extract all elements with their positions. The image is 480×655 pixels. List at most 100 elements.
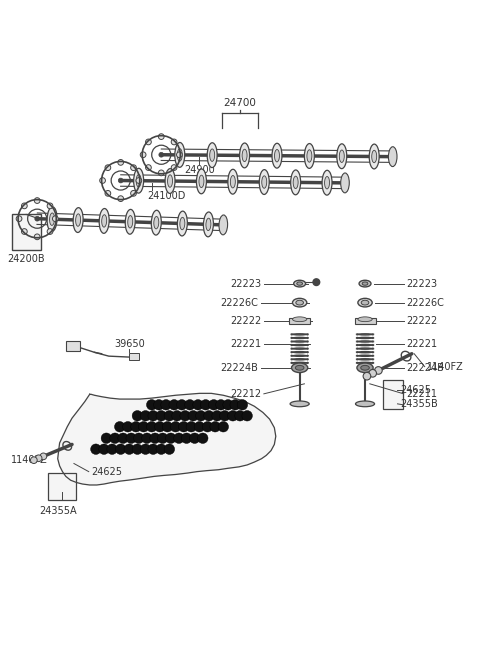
- Circle shape: [146, 400, 157, 410]
- Circle shape: [118, 160, 123, 165]
- Ellipse shape: [165, 168, 175, 193]
- Circle shape: [154, 400, 164, 410]
- Circle shape: [133, 433, 144, 443]
- Text: 24900: 24900: [184, 165, 215, 176]
- Ellipse shape: [304, 143, 314, 168]
- Circle shape: [131, 165, 136, 170]
- Ellipse shape: [178, 211, 187, 236]
- Circle shape: [230, 400, 240, 410]
- Ellipse shape: [177, 149, 182, 161]
- Circle shape: [35, 455, 42, 462]
- Circle shape: [212, 411, 222, 421]
- Ellipse shape: [196, 169, 206, 194]
- Ellipse shape: [99, 208, 109, 233]
- Circle shape: [132, 411, 143, 421]
- Circle shape: [34, 198, 40, 204]
- Circle shape: [188, 411, 199, 421]
- Ellipse shape: [292, 298, 307, 307]
- Ellipse shape: [291, 363, 308, 373]
- Ellipse shape: [240, 143, 250, 168]
- Ellipse shape: [128, 215, 133, 228]
- Ellipse shape: [362, 282, 368, 286]
- Text: 22223: 22223: [230, 278, 262, 289]
- Circle shape: [177, 400, 187, 410]
- Circle shape: [202, 422, 213, 432]
- Text: 22226C: 22226C: [406, 297, 444, 308]
- Ellipse shape: [207, 143, 217, 168]
- Circle shape: [145, 139, 151, 145]
- Circle shape: [170, 422, 181, 432]
- Ellipse shape: [154, 216, 159, 229]
- Ellipse shape: [297, 282, 302, 286]
- Circle shape: [107, 444, 117, 455]
- Circle shape: [158, 134, 164, 140]
- Ellipse shape: [133, 168, 144, 193]
- Circle shape: [31, 457, 37, 464]
- Circle shape: [180, 411, 191, 421]
- Circle shape: [138, 422, 149, 432]
- Circle shape: [181, 433, 192, 443]
- Circle shape: [100, 178, 106, 183]
- Ellipse shape: [358, 298, 372, 307]
- Circle shape: [142, 433, 152, 443]
- Circle shape: [185, 400, 195, 410]
- Ellipse shape: [341, 173, 349, 193]
- Circle shape: [148, 411, 158, 421]
- Ellipse shape: [291, 170, 300, 195]
- Circle shape: [237, 400, 248, 410]
- Ellipse shape: [359, 280, 371, 287]
- Circle shape: [150, 433, 160, 443]
- Circle shape: [22, 229, 27, 234]
- Circle shape: [105, 191, 111, 196]
- Text: 22212: 22212: [230, 389, 262, 399]
- Text: 24100D: 24100D: [147, 191, 185, 201]
- Circle shape: [198, 433, 208, 443]
- Ellipse shape: [358, 317, 372, 322]
- Circle shape: [194, 422, 204, 432]
- Circle shape: [47, 203, 53, 209]
- Circle shape: [99, 444, 109, 455]
- Circle shape: [369, 369, 376, 377]
- Text: 22223: 22223: [406, 278, 437, 289]
- Circle shape: [157, 433, 168, 443]
- Text: 22211: 22211: [406, 389, 437, 399]
- Circle shape: [131, 422, 141, 432]
- Circle shape: [52, 216, 58, 221]
- Text: 22226C: 22226C: [220, 297, 258, 308]
- Circle shape: [122, 422, 133, 432]
- Ellipse shape: [290, 401, 309, 407]
- Bar: [289, 318, 310, 324]
- Circle shape: [115, 422, 125, 432]
- Ellipse shape: [125, 210, 135, 234]
- Circle shape: [190, 433, 200, 443]
- Ellipse shape: [272, 143, 282, 168]
- Circle shape: [22, 203, 27, 209]
- Ellipse shape: [296, 300, 303, 305]
- Circle shape: [179, 422, 189, 432]
- Circle shape: [216, 400, 226, 410]
- Circle shape: [169, 400, 180, 410]
- Circle shape: [174, 433, 184, 443]
- Circle shape: [196, 411, 206, 421]
- Ellipse shape: [262, 176, 267, 188]
- Text: 24200B: 24200B: [7, 253, 45, 263]
- Circle shape: [186, 422, 197, 432]
- Text: 22224B: 22224B: [220, 363, 258, 373]
- Circle shape: [140, 444, 151, 455]
- Circle shape: [40, 453, 47, 460]
- Ellipse shape: [356, 401, 374, 407]
- Circle shape: [35, 216, 39, 221]
- Ellipse shape: [275, 149, 279, 162]
- Text: 22222: 22222: [230, 316, 262, 326]
- Ellipse shape: [228, 169, 238, 194]
- Circle shape: [91, 444, 101, 455]
- Circle shape: [164, 444, 175, 455]
- Text: 24625: 24625: [400, 386, 431, 396]
- Circle shape: [374, 367, 382, 374]
- Circle shape: [204, 411, 214, 421]
- Text: 39650: 39650: [114, 339, 144, 349]
- Ellipse shape: [357, 363, 373, 373]
- Polygon shape: [58, 394, 276, 485]
- Circle shape: [148, 444, 158, 455]
- Ellipse shape: [337, 144, 347, 168]
